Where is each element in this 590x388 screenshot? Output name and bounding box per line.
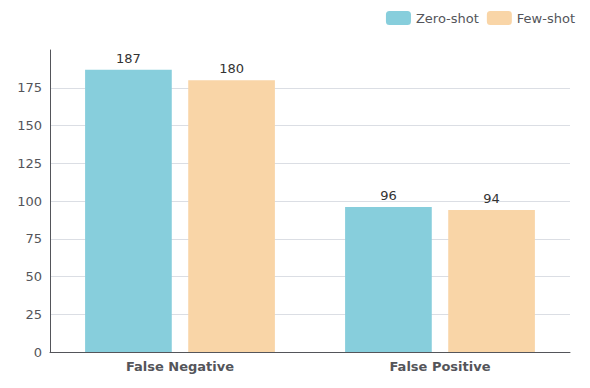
- svg-text:150: 150: [17, 118, 42, 133]
- svg-text:Zero-shot: Zero-shot: [416, 11, 479, 26]
- svg-text:False Positive: False Positive: [389, 359, 490, 374]
- svg-text:175: 175: [17, 80, 42, 95]
- svg-text:False Negative: False Negative: [126, 359, 234, 374]
- svg-text:96: 96: [380, 188, 397, 203]
- svg-text:125: 125: [17, 156, 42, 171]
- svg-text:Few-shot: Few-shot: [517, 11, 575, 26]
- svg-text:94: 94: [483, 191, 500, 206]
- svg-text:25: 25: [25, 307, 42, 322]
- svg-text:50: 50: [25, 269, 42, 284]
- svg-text:0: 0: [34, 345, 42, 360]
- svg-text:187: 187: [116, 51, 141, 66]
- svg-text:100: 100: [17, 194, 42, 209]
- svg-text:75: 75: [25, 231, 42, 246]
- svg-text:180: 180: [219, 61, 244, 76]
